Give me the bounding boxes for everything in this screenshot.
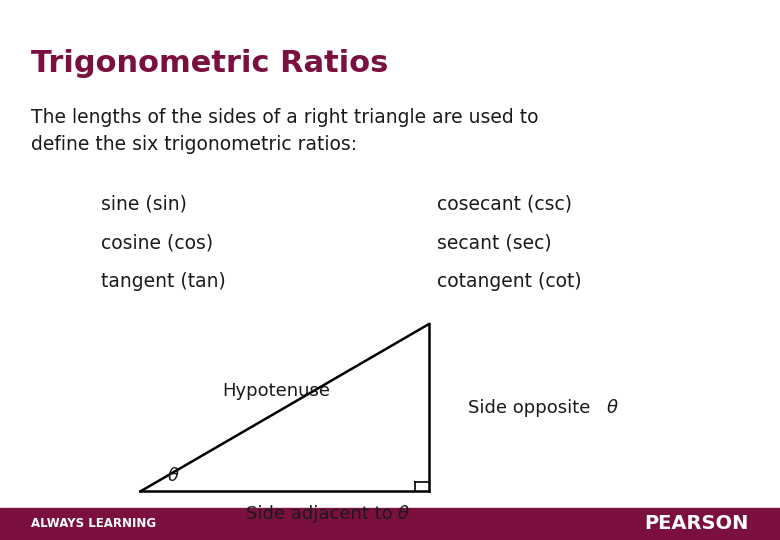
Text: sine (sin): sine (sin) xyxy=(101,194,187,213)
Text: θ: θ xyxy=(398,505,409,523)
Text: tangent (tan): tangent (tan) xyxy=(101,272,226,291)
Text: Hypotenuse: Hypotenuse xyxy=(222,382,330,401)
Text: cosine (cos): cosine (cos) xyxy=(101,233,214,252)
Text: The lengths of the sides of a right triangle are used to
define the six trigonom: The lengths of the sides of a right tria… xyxy=(31,108,539,153)
Text: PEARSON: PEARSON xyxy=(644,514,749,534)
Text: cotangent (cot): cotangent (cot) xyxy=(437,272,581,291)
Text: θ: θ xyxy=(607,399,618,417)
Text: Side opposite: Side opposite xyxy=(468,399,596,417)
Text: cosecant (csc): cosecant (csc) xyxy=(437,194,572,213)
Text: ALWAYS LEARNING: ALWAYS LEARNING xyxy=(31,517,156,530)
Bar xyxy=(0,508,780,540)
Text: Trigonometric Ratios: Trigonometric Ratios xyxy=(31,49,388,78)
Text: θ: θ xyxy=(168,467,179,485)
Text: Side adjacent to: Side adjacent to xyxy=(246,505,398,523)
Text: secant (sec): secant (sec) xyxy=(437,233,551,252)
